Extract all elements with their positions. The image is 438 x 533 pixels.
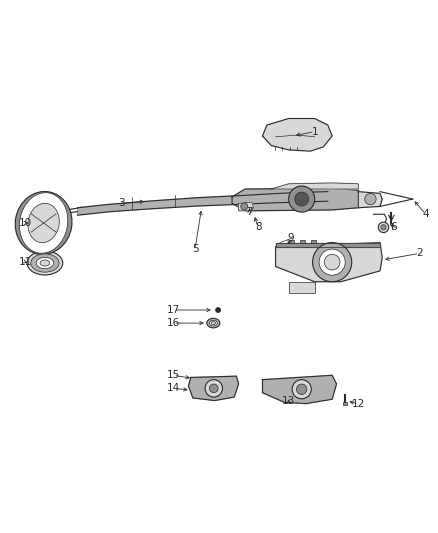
Circle shape [241,203,248,210]
Text: 15: 15 [167,370,180,381]
Circle shape [365,193,376,205]
Polygon shape [232,188,363,211]
Ellipse shape [40,260,49,266]
Ellipse shape [15,191,72,254]
Circle shape [216,308,220,312]
Text: 4: 4 [422,209,429,219]
Circle shape [209,384,218,393]
Text: 1: 1 [311,126,318,136]
Ellipse shape [36,257,53,269]
Text: 11: 11 [19,257,32,267]
Text: 5: 5 [192,244,198,254]
Text: 7: 7 [246,207,253,217]
Text: 2: 2 [416,248,423,259]
Circle shape [319,249,345,275]
Circle shape [292,379,311,399]
Text: 9: 9 [287,233,294,243]
Polygon shape [78,192,328,215]
Circle shape [295,192,309,206]
Circle shape [205,379,223,397]
Bar [343,402,347,405]
Bar [289,240,294,244]
Circle shape [378,222,389,232]
Circle shape [381,225,386,230]
Ellipse shape [19,193,68,253]
Polygon shape [358,192,382,208]
Polygon shape [276,243,380,247]
Circle shape [297,384,307,394]
Text: 8: 8 [255,222,261,232]
Text: 13: 13 [282,397,295,407]
Text: 17: 17 [167,305,180,315]
Text: 12: 12 [352,399,365,409]
Text: 10: 10 [19,218,32,228]
Ellipse shape [209,320,217,326]
Ellipse shape [211,321,215,325]
Ellipse shape [28,203,59,243]
Circle shape [324,254,340,270]
Polygon shape [276,243,382,282]
Circle shape [289,186,315,212]
Text: 16: 16 [167,318,180,328]
Text: 14: 14 [167,383,180,393]
Polygon shape [188,376,239,400]
Polygon shape [262,375,336,403]
Circle shape [313,243,352,282]
Ellipse shape [27,251,63,275]
Bar [300,240,305,244]
Text: 6: 6 [390,222,396,232]
Polygon shape [289,282,315,293]
Text: 3: 3 [118,198,124,208]
Bar [390,223,393,225]
Ellipse shape [31,254,59,272]
Polygon shape [239,202,254,211]
Polygon shape [262,118,332,151]
Ellipse shape [207,318,220,328]
Polygon shape [271,183,358,189]
Bar [311,240,317,244]
